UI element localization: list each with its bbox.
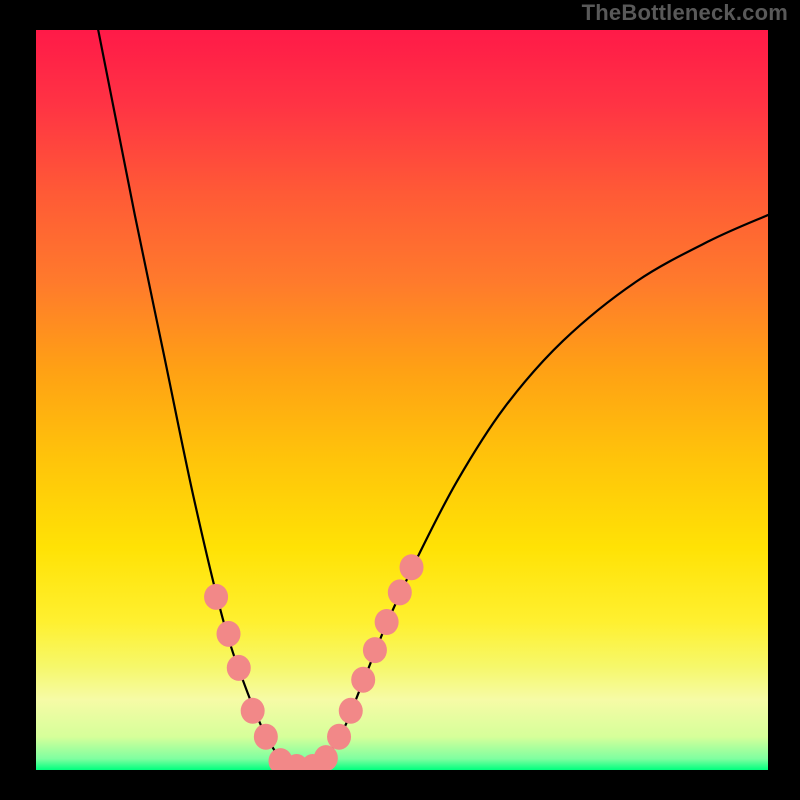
marker-bead <box>254 724 278 750</box>
marker-bead <box>400 554 424 580</box>
marker-bead <box>351 667 375 693</box>
marker-bead <box>339 698 363 724</box>
marker-bead <box>204 584 228 610</box>
plot-background <box>36 30 768 770</box>
plot-area <box>36 30 768 770</box>
watermark-text: TheBottleneck.com <box>582 0 788 26</box>
chart-frame: TheBottleneck.com <box>0 0 800 800</box>
marker-bead <box>327 724 351 750</box>
marker-bead <box>375 609 399 635</box>
marker-bead <box>217 621 241 647</box>
marker-bead <box>314 745 338 770</box>
marker-bead <box>227 655 251 681</box>
marker-bead <box>388 579 412 605</box>
plot-svg <box>36 30 768 770</box>
marker-bead <box>241 698 265 724</box>
marker-bead <box>363 637 387 663</box>
